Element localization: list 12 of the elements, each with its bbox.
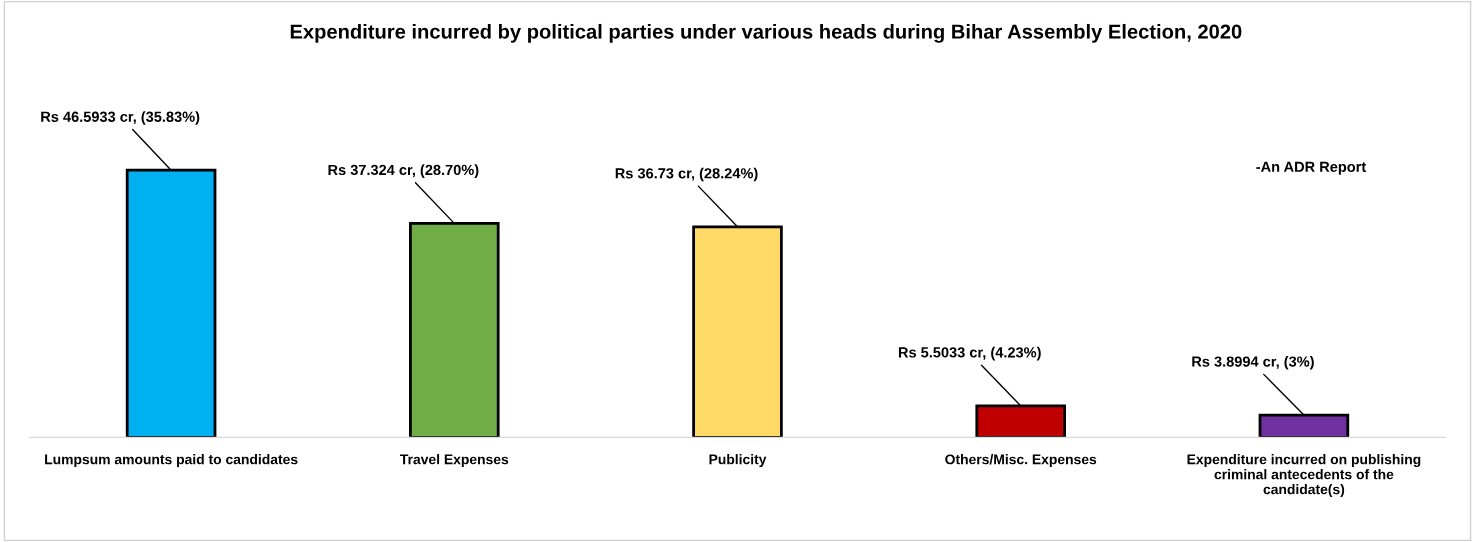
x-tick-label: Travel Expenses <box>400 454 509 468</box>
x-tick-label: Lumpsum amounts paid to candidates <box>45 454 298 468</box>
data-label: Rs 46.5933 cr, (35.83%) <box>41 111 200 125</box>
data-label: Rs 37.324 cr, (28.70%) <box>328 164 479 178</box>
data-label: Rs 36.73 cr, (28.24%) <box>615 167 758 182</box>
x-tick-label: Expenditure incurred on publishing criminal antecedents of the candidate(s) <box>1187 454 1421 497</box>
x-tick-label: Others/Misc. Expenses <box>945 454 1097 468</box>
annotation: -An ADR Report <box>1256 161 1367 175</box>
chart-title: Expenditure incurred by political parties under various heads during Bihar Assembly Election, 2020 <box>290 23 1242 43</box>
data-label: Rs 5.5033 cr, (4.23%) <box>898 346 1041 361</box>
data-label: Rs 3.8994 cr, (3%) <box>1192 356 1314 370</box>
x-tick-label: Publicity <box>709 454 767 468</box>
